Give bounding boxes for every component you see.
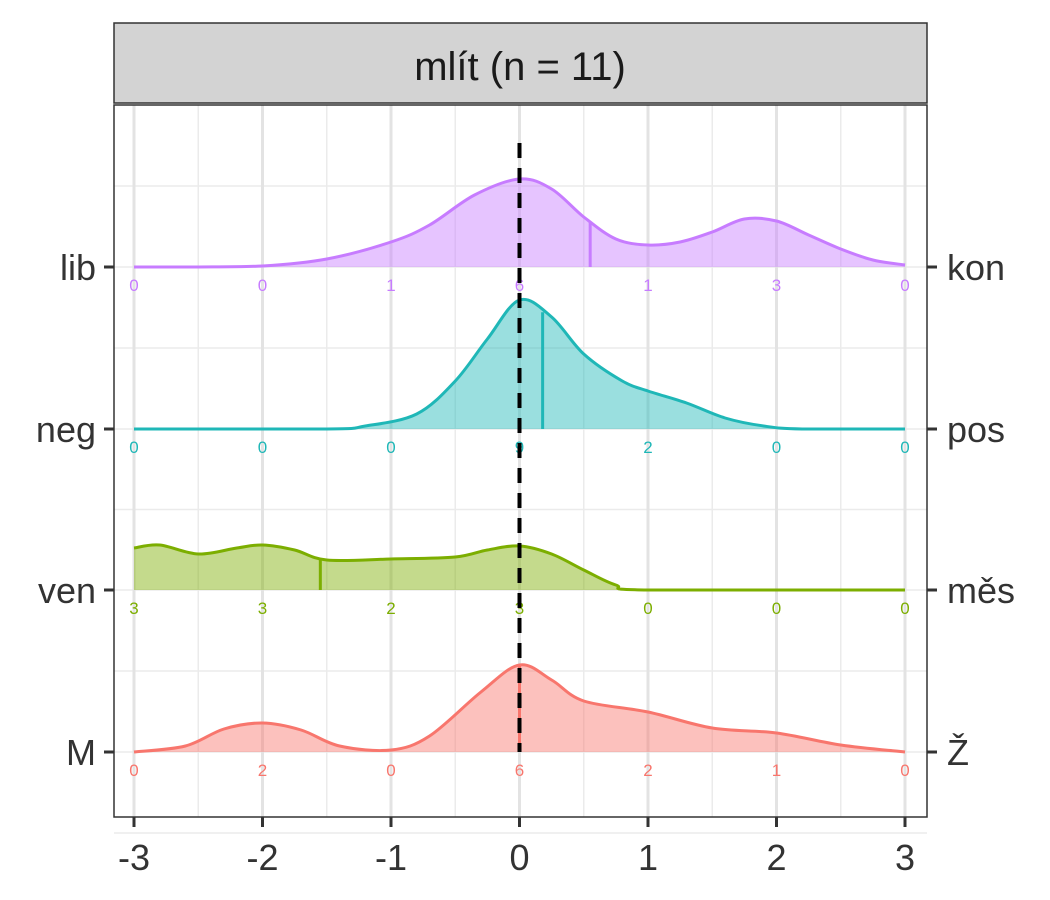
bin-count-label: 0 (258, 276, 267, 295)
x-tick-label: -1 (375, 837, 407, 878)
bin-count-label: 2 (643, 438, 652, 457)
bin-count-label: 3 (258, 599, 267, 618)
density-line-ven (133, 543, 905, 592)
density-area-neg (134, 299, 905, 429)
bin-count-label: 0 (258, 438, 267, 457)
y-label-right: kon (947, 247, 1005, 288)
bin-count-label: 0 (772, 438, 781, 457)
density-line-neg (133, 297, 905, 431)
bin-count-label: 0 (129, 276, 138, 295)
bin-count-label: 0 (772, 599, 781, 618)
density-line-M (133, 663, 906, 754)
strip-title: mlít (n = 11) (414, 45, 626, 89)
strip-background (113, 22, 928, 104)
bin-count-label: 0 (900, 761, 909, 780)
bin-count-labels: 0016130000920033230000206210 (129, 276, 909, 780)
y-label-right: Ž (947, 732, 969, 773)
bin-count-label: 0 (129, 438, 138, 457)
bin-count-label: 1 (772, 761, 781, 780)
bin-count-label: 2 (258, 761, 267, 780)
bin-count-label: 0 (643, 599, 652, 618)
x-tick-label: 2 (766, 837, 786, 878)
x-tick-label: 1 (638, 837, 658, 878)
density-area-ven (134, 544, 905, 590)
y-label-left: ven (38, 570, 96, 611)
bin-count-label: 0 (900, 438, 909, 457)
y-label-left: neg (36, 409, 96, 450)
x-tick-label: -2 (246, 837, 278, 878)
y-label-left: M (66, 732, 96, 773)
bin-count-label: 3 (515, 599, 524, 618)
bin-count-label: 1 (643, 276, 652, 295)
density-line-lib (133, 177, 906, 269)
y-label-right: měs (947, 570, 1015, 611)
axes: lib kon neg pos ven měs M Ž -3 -2 -1 0 1 2 3 (36, 247, 1015, 878)
bin-count-label: 0 (900, 599, 909, 618)
bin-count-label: 0 (900, 276, 909, 295)
x-tick-label: -3 (118, 837, 150, 878)
bin-count-label: 0 (386, 438, 395, 457)
bin-count-label: 0 (129, 761, 138, 780)
x-tick-label: 3 (895, 837, 915, 878)
x-tick-label: 0 (509, 837, 529, 878)
bin-count-label: 0 (386, 761, 395, 780)
bin-count-label: 1 (386, 276, 395, 295)
bin-count-label: 3 (129, 599, 138, 618)
bin-count-label: 6 (515, 761, 524, 780)
bin-count-label: 2 (386, 599, 395, 618)
bin-count-label: 3 (772, 276, 781, 295)
y-label-right: pos (947, 409, 1005, 450)
bin-count-label: 2 (643, 761, 652, 780)
y-label-left: lib (60, 247, 96, 288)
bin-count-label: 6 (515, 276, 524, 295)
